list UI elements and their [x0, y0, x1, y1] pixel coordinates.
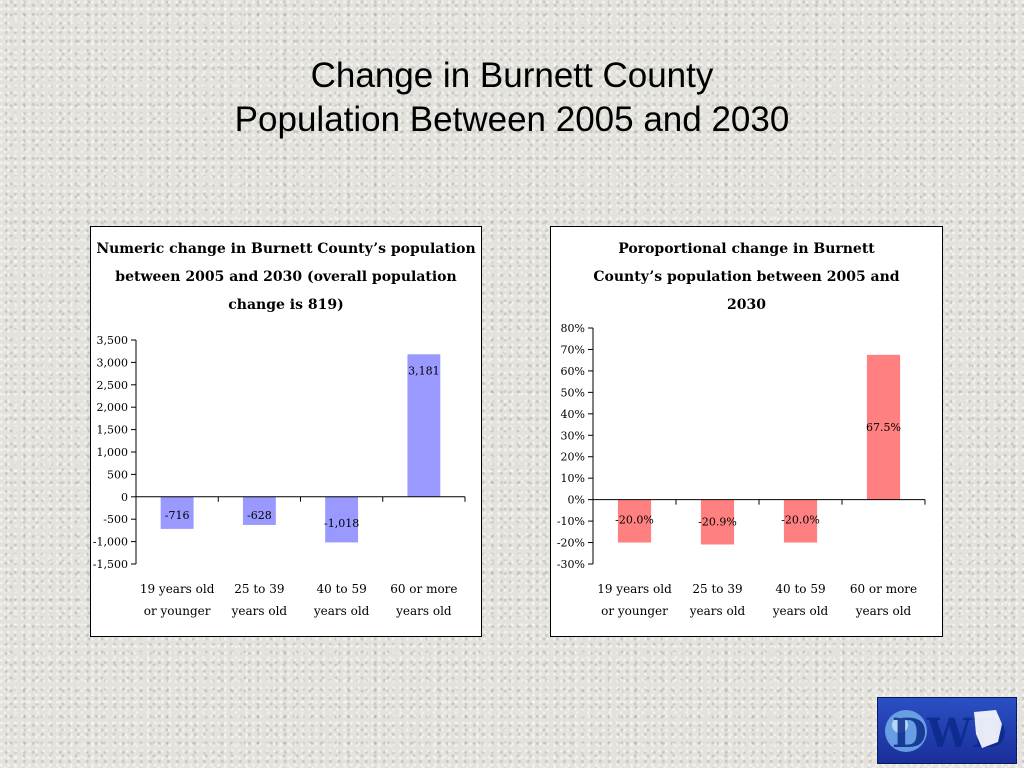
category-label: years old [855, 604, 912, 618]
category-label: years old [231, 604, 288, 618]
data-label: -20.9% [698, 516, 737, 529]
dwd-logo-mark: DWD [885, 710, 1006, 757]
y-tick-label: 500 [107, 468, 128, 481]
numeric-change-chart-panel: Numeric change in Burnett County’s popul… [90, 226, 482, 637]
y-tick-label: 0% [568, 494, 585, 507]
category-label: or younger [144, 604, 211, 618]
y-tick-label: 2,000 [97, 401, 129, 414]
y-tick-label: 10% [561, 472, 585, 485]
y-tick-label: -1,500 [93, 558, 128, 571]
data-label: -20.0% [615, 514, 654, 527]
dwd-logo: DWD [877, 697, 1017, 764]
y-tick-label: 70% [561, 343, 585, 356]
proportional-change-chart: 80% 70% 60% 50% 40% 30% 20% 10% 0% -10% -20% -30% -2… [557, 322, 926, 618]
y-tick-label: 40% [561, 408, 585, 421]
y-tick-label: -20% [557, 537, 585, 550]
category-label: 25 to 39 [234, 582, 284, 596]
category-label: years old [395, 604, 452, 618]
category-label: 40 to 59 [317, 582, 367, 596]
y-tick-label: -1,000 [93, 536, 128, 549]
y-tick-label: 1,000 [97, 446, 129, 459]
bar [617, 499, 652, 543]
bar [160, 496, 194, 529]
slide-title-line-1: Change in Burnett County [310, 56, 714, 95]
y-tick-label: -500 [103, 513, 128, 526]
numeric-change-chart: 3,500 3,000 2,500 2,000 1,500 1,000 500 0 -500 -1… [93, 334, 466, 618]
y-tick-label: 3,000 [97, 356, 129, 369]
y-tick-label: 80% [561, 322, 585, 335]
category-label: 25 to 39 [692, 582, 742, 596]
category-label: 60 or more [390, 582, 457, 596]
category-label: years old [689, 604, 746, 618]
y-tick-label: 1,500 [97, 424, 129, 437]
proportional-chart-title: Poroportional change in Burnett County’s… [593, 241, 900, 313]
bar [700, 499, 735, 545]
y-tick-label: -30% [557, 558, 585, 571]
y-tick-label: 2,500 [97, 379, 129, 392]
y-tick-label: 3,500 [97, 334, 129, 347]
y-tick-label: 20% [561, 451, 585, 464]
bar [325, 496, 359, 543]
slide-title-line-2: Population Between 2005 and 2030 [234, 100, 790, 139]
category-label: 19 years old [140, 582, 215, 596]
y-tick-label: 30% [561, 429, 585, 442]
y-tick-label: 50% [561, 386, 585, 399]
category-label: or younger [601, 604, 668, 618]
data-label: -716 [165, 509, 190, 522]
data-label: 3,181 [408, 364, 440, 377]
y-tick-label: 60% [561, 365, 585, 378]
category-label: 60 or more [850, 582, 917, 596]
category-label: 40 to 59 [775, 582, 825, 596]
bar [783, 499, 818, 543]
proportional-change-chart-panel: Poroportional change in Burnett County’s… [550, 226, 943, 637]
data-label: 67.5% [866, 421, 901, 434]
slide-title: Change in Burnett County Population Betw… [0, 54, 1024, 142]
category-label: years old [313, 604, 370, 618]
y-tick-label: -10% [557, 515, 585, 528]
data-label: -20.0% [781, 514, 820, 527]
bar [866, 354, 901, 500]
category-label: 19 years old [597, 582, 672, 596]
data-label: -628 [247, 509, 272, 522]
category-label: years old [772, 604, 829, 618]
bar [407, 354, 441, 497]
data-label: -1,018 [324, 517, 359, 530]
bar [242, 496, 276, 525]
numeric-chart-title: Numeric change in Burnett County’s popul… [96, 241, 476, 313]
y-tick-label: 0 [121, 491, 128, 504]
